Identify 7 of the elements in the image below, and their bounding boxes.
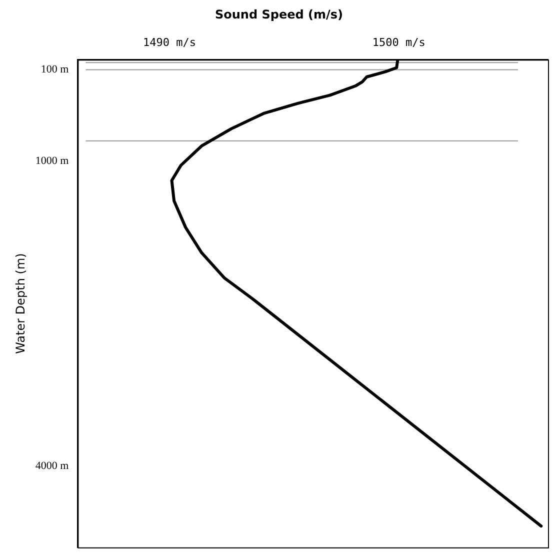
y-tick-label: 100 m <box>40 64 70 76</box>
y-tick-label: 4000 m <box>35 460 70 472</box>
x-tick-label: 1500 m/s <box>372 36 426 49</box>
x-tick-label: 1490 m/s <box>142 36 196 49</box>
chart-title: Sound Speed (m/s) <box>214 7 344 22</box>
y-axis-title: Water Depth (m) <box>13 253 28 354</box>
y-tick-label: 1000 m <box>35 155 70 168</box>
